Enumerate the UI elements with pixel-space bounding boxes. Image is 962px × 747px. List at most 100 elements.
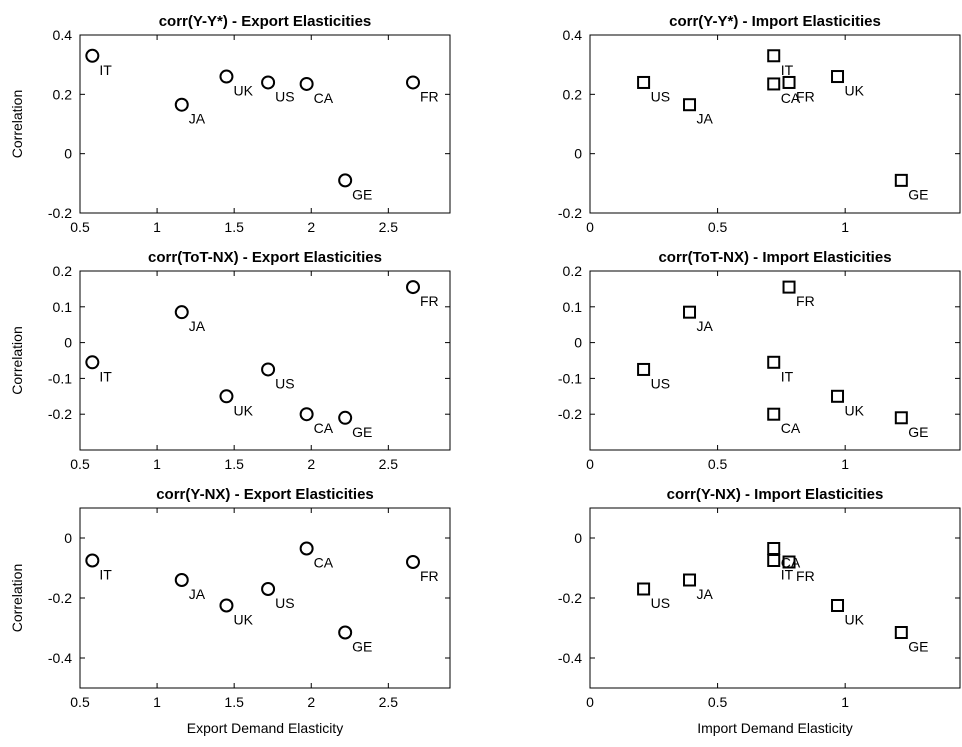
y-tick-label: -0.2 [48,590,72,606]
circle-marker [219,389,234,404]
point-label: GE [908,424,928,440]
x-tick-label: 1 [841,219,849,235]
square-marker [637,362,651,376]
x-tick-label: 0 [586,456,594,472]
y-tick-label: 0 [574,146,582,162]
y-tick-label: -0.2 [558,406,582,422]
x-tick-label: 0 [586,694,594,710]
x-tick-label: 1.5 [224,456,244,472]
x-tick-label: 0.5 [708,219,728,235]
point-label: JA [697,318,714,334]
y-axis-label: Correlation [9,326,25,394]
y-tick-label: 0.2 [563,263,583,279]
circle-marker [406,75,420,90]
x-tick-label: 0 [586,219,594,235]
x-tick-label: 0.5 [70,456,90,472]
y-tick-label: -0.4 [558,650,582,666]
square-marker [637,75,651,89]
y-tick-label: 0.1 [563,299,583,315]
point-label: FR [796,568,815,584]
circle-marker [299,76,314,91]
y-tick-label: 0.2 [53,263,73,279]
square-marker [767,77,781,91]
y-tick-label: -0.2 [48,406,72,422]
x-tick-label: 1 [841,694,849,710]
point-label: UK [233,402,253,418]
point-label: GE [908,639,928,655]
point-label: US [275,595,294,611]
subplot: corr(Y-Y*) - Export Elasticities 0.5 1 1.5 2… [9,13,451,235]
point-label: IT [99,62,112,78]
y-tick-label: 0.4 [53,27,73,43]
point-label: UK [845,402,865,418]
square-marker [637,582,651,596]
square-marker [831,389,845,403]
x-tick-label: 0.5 [708,456,728,472]
point-label: US [275,88,294,104]
square-marker [782,75,796,89]
circle-marker [85,48,100,63]
subplot-title: corr(ToT-NX) - Export Elasticities [148,249,382,266]
point-label: UK [233,612,253,628]
subplot-title: corr(Y-Y*) - Export Elasticities [159,13,372,30]
square-marker [683,98,697,112]
circle-marker [299,407,314,422]
point-label: GE [352,186,372,202]
y-tick-label: 0 [64,530,72,546]
axes-box [589,270,961,451]
point-label: US [651,88,670,104]
x-tick-label: 2.5 [379,694,399,710]
x-tick-label: 2 [307,456,315,472]
circle-marker [85,355,100,370]
y-tick-label: 0 [64,146,72,162]
point-label: UK [845,612,865,628]
point-label: GE [352,424,372,440]
square-marker [683,305,697,319]
square-marker [767,355,781,369]
circle-marker [174,305,189,320]
point-label: FR [420,568,439,584]
axes-box [79,507,451,689]
y-tick-label: -0.2 [48,205,72,221]
square-marker [767,49,781,63]
circle-marker [261,362,276,377]
point-label: IT [99,368,112,384]
square-marker [831,599,845,612]
circle-marker [174,573,189,587]
x-tick-label: 1 [153,694,161,710]
point-label: GE [908,186,928,202]
subplot: corr(ToT-NX) - Export Elasticities 0.5 1 1.… [9,249,451,472]
square-marker [894,626,908,639]
point-label: FR [420,88,439,104]
x-tick-label: 2.5 [379,219,399,235]
x-tick-label: 2 [307,694,315,710]
x-tick-label: 0.5 [708,694,728,710]
square-marker [894,173,908,187]
point-label: JA [697,586,714,602]
x-tick-label: 1 [153,456,161,472]
point-label: US [275,375,294,391]
point-label: US [651,595,670,611]
point-label: US [651,375,670,391]
point-label: FR [420,293,439,309]
subplot: corr(Y-NX) - Export Elasticities 0.5 1 1.5 2… [9,486,451,736]
point-label: IT [781,368,794,384]
circle-marker [338,173,353,188]
x-tick-label: 1 [841,456,849,472]
y-tick-label: 0 [574,335,582,351]
x-tick-label: 2.5 [379,456,399,472]
y-tick-label: 0.4 [563,27,583,43]
square-marker [683,573,697,587]
square-marker [894,411,908,425]
x-tick-label: 1.5 [224,694,244,710]
x-tick-label: 1.5 [224,219,244,235]
circle-marker [338,625,353,640]
subplot-title: corr(ToT-NX) - Import Elasticities [658,249,891,266]
x-axis-label: Export Demand Elasticity [187,720,343,736]
x-tick-label: 0.5 [70,219,90,235]
y-tick-label: 0.2 [53,86,73,102]
circle-marker [406,280,420,295]
circle-marker [406,555,420,569]
point-label: CA [314,90,334,106]
